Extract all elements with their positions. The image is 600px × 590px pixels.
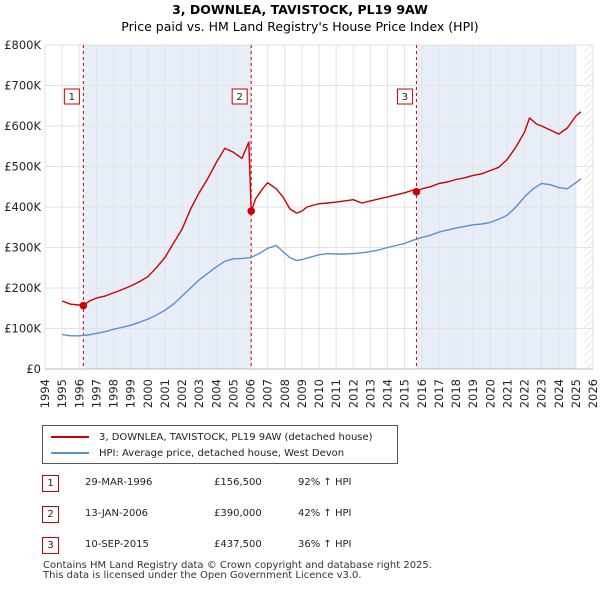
x-tick-label: 1999 (124, 379, 138, 408)
y-tick-label: £0 (26, 362, 41, 376)
legend-item-hpi: HPI: Average price, detached house, West… (51, 446, 344, 460)
x-tick-label: 1997 (89, 379, 103, 408)
x-tick-label: 2012 (346, 379, 360, 408)
y-tick-label: £500K (4, 160, 41, 174)
sale-date: 10-SEP-2015 (85, 539, 149, 550)
sale-number-label: 3 (402, 92, 408, 103)
sale-row: 3 10-SEP-2015 £437,500 36% ↑ HPI (42, 537, 402, 555)
chart-subtitle: Price paid vs. HM Land Registry's House … (121, 19, 478, 34)
x-tick-label: 2001 (158, 379, 172, 408)
legend-label-property: 3, DOWNLEA, TAVISTOCK, PL19 9AW (detache… (99, 431, 373, 443)
x-tick-label: 2000 (141, 379, 155, 408)
x-tick-label: 2023 (535, 379, 549, 408)
x-tick-label: 2018 (449, 379, 463, 408)
sale-point (79, 301, 88, 310)
x-tick-label: 2022 (518, 379, 532, 408)
price-chart: 3, DOWNLEA, TAVISTOCK, PL19 9AW Price pa… (4, 2, 600, 408)
x-tick-label: 2008 (278, 379, 292, 408)
y-tick-label: £700K (4, 79, 41, 93)
x-tick-label: 1995 (55, 379, 69, 408)
x-tick-label: 2016 (415, 379, 429, 408)
hpi-line (62, 178, 582, 337)
y-tick-label: £100K (4, 322, 41, 336)
y-tick-label: £400K (4, 200, 41, 214)
x-tick-label: 2004 (209, 379, 223, 408)
sale-number-box (396, 88, 413, 105)
sale-number-box (231, 88, 248, 105)
sale-date: 29-MAR-1996 (85, 477, 153, 488)
legend-label-hpi: HPI: Average price, detached house, West… (99, 447, 345, 459)
x-tick-label: 1996 (72, 379, 86, 408)
x-tick-label: 2013 (363, 379, 377, 408)
sale-number-badge: 3 (42, 537, 59, 554)
x-tick-label: 2019 (466, 379, 480, 408)
x-tick-label: 2010 (312, 379, 326, 408)
y-tick-label: £300K (4, 241, 41, 255)
x-tick-label: 2024 (552, 379, 566, 408)
x-tick-label: 2026 (586, 379, 600, 408)
x-tick-label: 2011 (329, 379, 343, 408)
x-tick-label: 2006 (244, 379, 258, 408)
sale-hpi-change: 92% ↑ HPI (298, 477, 352, 488)
sale-price: £156,500 (214, 477, 262, 488)
footer-line-1: Contains HM Land Registry data © Crown c… (43, 560, 432, 571)
y-tick-label: £800K (4, 38, 41, 52)
footer-line-2: This data is licensed under the Open Gov… (43, 570, 362, 581)
y-tick-label: £200K (4, 281, 41, 295)
footer-attribution: Contains HM Land Registry data © Crown c… (43, 561, 432, 581)
x-tick-label: 2002 (175, 379, 189, 408)
legend-swatch-hpi (51, 452, 89, 454)
sale-row: 1 29-MAR-1996 £156,500 92% ↑ HPI (42, 475, 402, 493)
sale-point (247, 207, 255, 215)
y-tick-label: £600K (4, 119, 41, 133)
sale-number-badge: 2 (42, 506, 59, 523)
x-tick-label: 2020 (483, 379, 497, 408)
sale-number-label: 1 (69, 92, 75, 103)
sale-number-label: 2 (236, 92, 242, 103)
sale-number-box (63, 88, 80, 105)
property-price-line (61, 111, 582, 307)
sale-date: 13-JAN-2006 (85, 508, 149, 519)
legend-item-property: 3, DOWNLEA, TAVISTOCK, PL19 9AW (detache… (51, 430, 373, 444)
x-tick-label: 2014 (381, 379, 395, 408)
chart-title: 3, DOWNLEA, TAVISTOCK, PL19 9AW (172, 2, 428, 17)
sale-hpi-change: 42% ↑ HPI (298, 508, 352, 519)
x-tick-label: 1998 (107, 379, 121, 408)
x-tick-label: 2017 (432, 379, 446, 408)
sale-number-badge: 1 (42, 475, 59, 492)
x-tick-label: 1994 (38, 379, 52, 408)
sale-price: £437,500 (214, 539, 262, 550)
sale-price: £390,000 (214, 508, 262, 519)
legend-swatch-property (51, 436, 89, 438)
x-tick-label: 2025 (569, 379, 583, 408)
sale-point (412, 188, 421, 196)
x-tick-label: 2021 (500, 379, 514, 408)
x-tick-label: 2015 (398, 379, 412, 408)
chart-legend: 3, DOWNLEA, TAVISTOCK, PL19 9AW (detache… (42, 425, 398, 464)
x-tick-label: 2007 (261, 379, 275, 408)
x-tick-label: 2009 (295, 379, 309, 408)
sale-hpi-change: 36% ↑ HPI (298, 539, 352, 550)
x-tick-label: 2005 (226, 379, 240, 408)
sale-row: 2 13-JAN-2006 £390,000 42% ↑ HPI (42, 506, 402, 524)
x-tick-label: 2003 (192, 379, 206, 408)
